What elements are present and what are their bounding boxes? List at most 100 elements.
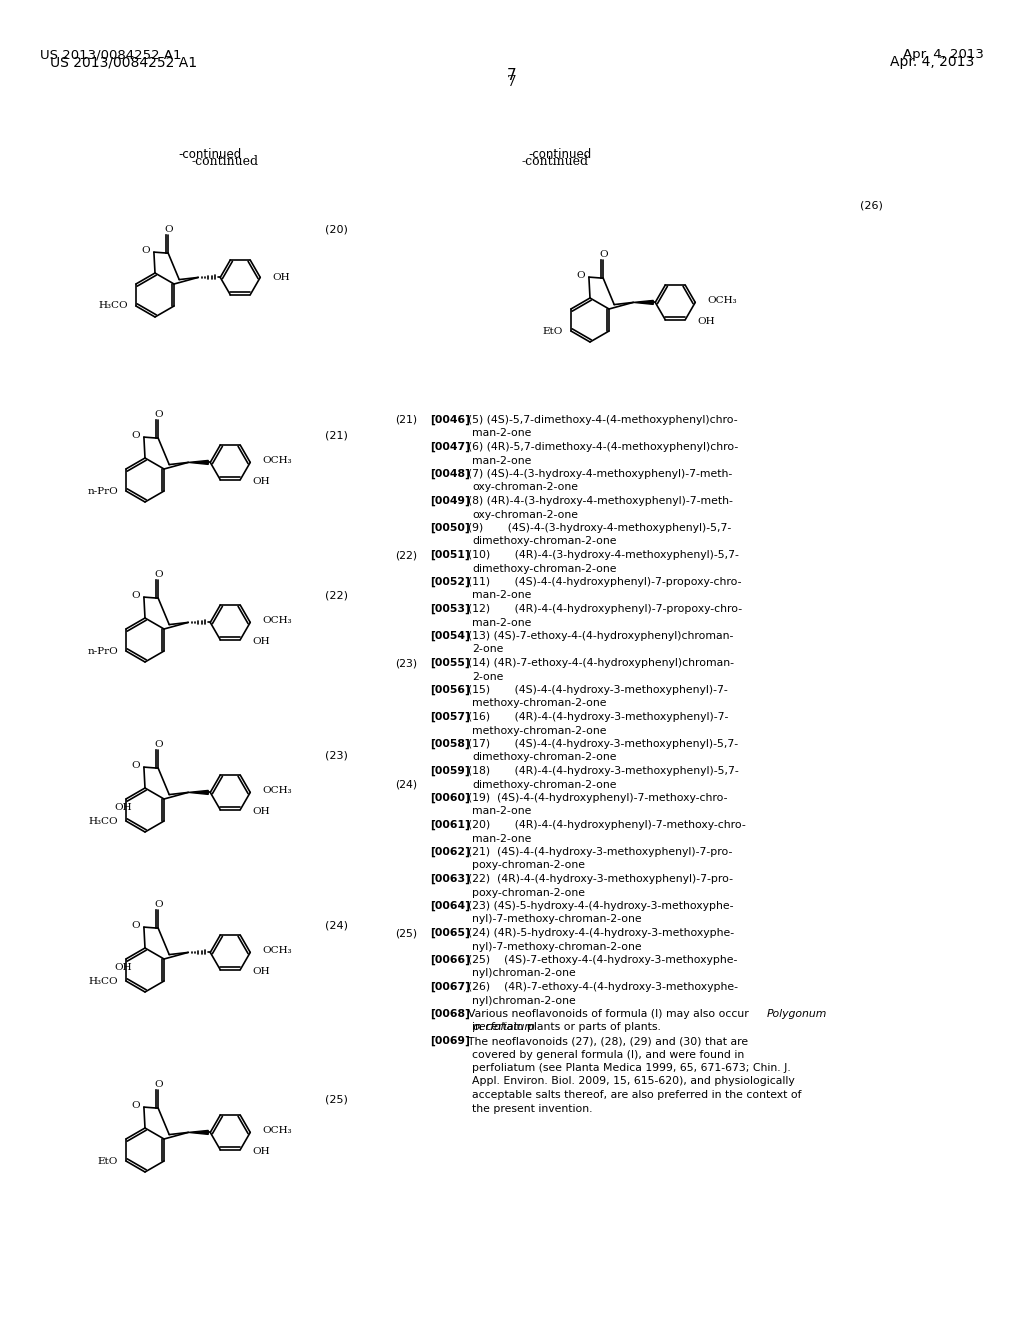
Text: [0048]: [0048] <box>430 469 470 479</box>
Text: [0046]: [0046] <box>430 414 470 425</box>
Text: (25)    (4S)-7-ethoxy-4-(4-hydroxy-3-methoxyphe-: (25) (4S)-7-ethoxy-4-(4-hydroxy-3-methox… <box>461 954 737 965</box>
Text: poxy-chroman-2-one: poxy-chroman-2-one <box>472 861 585 870</box>
Text: (24): (24) <box>325 920 348 931</box>
Text: (13) (4S)-7-ethoxy-4-(4-hydroxyphenyl)chroman-: (13) (4S)-7-ethoxy-4-(4-hydroxyphenyl)ch… <box>461 631 733 642</box>
Text: (10)       (4R)-4-(3-hydroxy-4-methoxyphenyl)-5,7-: (10) (4R)-4-(3-hydroxy-4-methoxyphenyl)-… <box>461 550 739 560</box>
Text: Apr. 4, 2013: Apr. 4, 2013 <box>903 48 984 61</box>
Text: dimethoxy-chroman-2-one: dimethoxy-chroman-2-one <box>472 536 616 546</box>
Text: EtO: EtO <box>97 1156 118 1166</box>
Text: perfoliatum: perfoliatum <box>472 1023 535 1032</box>
Text: O: O <box>154 409 163 418</box>
Text: OH: OH <box>252 638 270 647</box>
Text: O: O <box>154 570 163 578</box>
Text: (24) (4R)-5-hydroxy-4-(4-hydroxy-3-methoxyphe-: (24) (4R)-5-hydroxy-4-(4-hydroxy-3-metho… <box>461 928 734 939</box>
Text: O: O <box>132 590 140 599</box>
Text: (11)       (4S)-4-(4-hydroxyphenyl)-7-propoxy-chro-: (11) (4S)-4-(4-hydroxyphenyl)-7-propoxy-… <box>461 577 741 587</box>
Text: covered by general formula (I), and were found in: covered by general formula (I), and were… <box>472 1049 748 1060</box>
Text: 2-one: 2-one <box>472 644 504 655</box>
Text: -continued: -continued <box>521 154 589 168</box>
Text: man-2-one: man-2-one <box>472 590 531 601</box>
Text: man-2-one: man-2-one <box>472 807 531 817</box>
Text: OCH₃: OCH₃ <box>262 946 292 954</box>
Text: H₃CO: H₃CO <box>88 977 118 986</box>
Text: O: O <box>132 760 140 770</box>
Text: O: O <box>132 430 140 440</box>
Text: Various neoflavonoids of formula (I) may also occur: Various neoflavonoids of formula (I) may… <box>461 1008 749 1019</box>
Text: 7: 7 <box>507 69 517 83</box>
Text: [0064]: [0064] <box>430 902 470 911</box>
Text: OCH₃: OCH₃ <box>262 616 292 624</box>
Text: (23): (23) <box>325 750 348 760</box>
Text: man-2-one: man-2-one <box>472 429 531 438</box>
Text: Appl. Environ. Biol. 2009, 15, 615-620), and physiologically: Appl. Environ. Biol. 2009, 15, 615-620),… <box>472 1077 795 1086</box>
Text: (5) (4S)-5,7-dimethoxy-4-(4-methoxyphenyl)chro-: (5) (4S)-5,7-dimethoxy-4-(4-methoxypheny… <box>461 414 738 425</box>
Polygon shape <box>188 1130 208 1134</box>
Text: (19)  (4S)-4-(4-hydroxyphenyl)-7-methoxy-chro-: (19) (4S)-4-(4-hydroxyphenyl)-7-methoxy-… <box>461 793 728 803</box>
Text: (8) (4R)-4-(3-hydroxy-4-methoxyphenyl)-7-meth-: (8) (4R)-4-(3-hydroxy-4-methoxyphenyl)-7… <box>461 496 733 506</box>
Text: dimethoxy-chroman-2-one: dimethoxy-chroman-2-one <box>472 564 616 573</box>
Text: OH: OH <box>252 808 270 816</box>
Polygon shape <box>188 461 208 465</box>
Text: (26): (26) <box>860 201 883 210</box>
Text: [0052]: [0052] <box>430 577 470 587</box>
Text: [0058]: [0058] <box>430 739 470 750</box>
Text: OH: OH <box>252 968 270 977</box>
Text: The neoflavonoids (27), (28), (29) and (30) that are: The neoflavonoids (27), (28), (29) and (… <box>461 1036 749 1045</box>
Text: -continued: -continued <box>178 148 242 161</box>
Text: [0056]: [0056] <box>430 685 470 696</box>
Text: 2-one: 2-one <box>472 672 504 681</box>
Text: (23) (4S)-5-hydroxy-4-(4-hydroxy-3-methoxyphe-: (23) (4S)-5-hydroxy-4-(4-hydroxy-3-metho… <box>461 902 734 911</box>
Text: OH: OH <box>114 803 132 812</box>
Text: oxy-chroman-2-one: oxy-chroman-2-one <box>472 483 578 492</box>
Text: Apr. 4, 2013: Apr. 4, 2013 <box>890 55 974 69</box>
Text: man-2-one: man-2-one <box>472 618 531 627</box>
Polygon shape <box>633 301 653 305</box>
Text: [0066]: [0066] <box>430 954 470 965</box>
Polygon shape <box>188 791 208 795</box>
Text: OH: OH <box>114 962 132 972</box>
Text: n-PrO: n-PrO <box>87 487 118 495</box>
Text: [0051]: [0051] <box>430 550 470 560</box>
Text: [0055]: [0055] <box>430 657 470 668</box>
Text: [0061]: [0061] <box>430 820 470 830</box>
Text: [0063]: [0063] <box>430 874 470 884</box>
Text: (18)       (4R)-4-(4-hydroxy-3-methoxyphenyl)-5,7-: (18) (4R)-4-(4-hydroxy-3-methoxyphenyl)-… <box>461 766 739 776</box>
Text: [0068]: [0068] <box>430 1008 470 1019</box>
Text: OH: OH <box>252 1147 270 1156</box>
Text: O: O <box>132 920 140 929</box>
Text: US 2013/0084252 A1: US 2013/0084252 A1 <box>40 48 181 61</box>
Text: (12)       (4R)-4-(4-hydroxyphenyl)-7-propoxy-chro-: (12) (4R)-4-(4-hydroxyphenyl)-7-propoxy-… <box>461 605 742 614</box>
Text: (17)       (4S)-4-(4-hydroxy-3-methoxyphenyl)-5,7-: (17) (4S)-4-(4-hydroxy-3-methoxyphenyl)-… <box>461 739 738 748</box>
Text: in certain plants or parts of plants.: in certain plants or parts of plants. <box>472 1023 660 1032</box>
Text: [0057]: [0057] <box>430 711 470 722</box>
Text: H₃CO: H₃CO <box>88 817 118 825</box>
Text: dimethoxy-chroman-2-one: dimethoxy-chroman-2-one <box>472 752 616 763</box>
Text: O: O <box>599 249 607 259</box>
Text: Polygonum: Polygonum <box>767 1008 827 1019</box>
Text: O: O <box>154 1080 163 1089</box>
Text: -continued: -continued <box>191 154 259 168</box>
Text: O: O <box>141 246 151 255</box>
Text: O: O <box>164 224 172 234</box>
Text: O: O <box>132 1101 140 1110</box>
Text: nyl)-7-methoxy-chroman-2-one: nyl)-7-methoxy-chroman-2-one <box>472 941 642 952</box>
Text: H₃CO: H₃CO <box>98 301 128 310</box>
Text: (25): (25) <box>325 1096 348 1105</box>
Text: [0067]: [0067] <box>430 982 470 993</box>
Text: methoxy-chroman-2-one: methoxy-chroman-2-one <box>472 726 606 735</box>
Text: poxy-chroman-2-one: poxy-chroman-2-one <box>472 887 585 898</box>
Text: (9)       (4S)-4-(3-hydroxy-4-methoxyphenyl)-5,7-: (9) (4S)-4-(3-hydroxy-4-methoxyphenyl)-5… <box>461 523 731 533</box>
Text: (22): (22) <box>325 590 348 601</box>
Text: [0060]: [0060] <box>430 793 470 804</box>
Text: acceptable salts thereof, are also preferred in the context of: acceptable salts thereof, are also prefe… <box>472 1090 802 1100</box>
Text: (7) (4S)-4-(3-hydroxy-4-methoxyphenyl)-7-meth-: (7) (4S)-4-(3-hydroxy-4-methoxyphenyl)-7… <box>461 469 732 479</box>
Text: man-2-one: man-2-one <box>472 455 531 466</box>
Text: O: O <box>577 271 585 280</box>
Text: EtO: EtO <box>543 326 563 335</box>
Text: (16)       (4R)-4-(4-hydroxy-3-methoxyphenyl)-7-: (16) (4R)-4-(4-hydroxy-3-methoxyphenyl)-… <box>461 711 728 722</box>
Text: (21)  (4S)-4-(4-hydroxy-3-methoxyphenyl)-7-pro-: (21) (4S)-4-(4-hydroxy-3-methoxyphenyl)-… <box>461 847 732 857</box>
Text: OCH₃: OCH₃ <box>262 455 292 465</box>
Text: dimethoxy-chroman-2-one: dimethoxy-chroman-2-one <box>472 780 616 789</box>
Text: (26)    (4R)-7-ethoxy-4-(4-hydroxy-3-methoxyphe-: (26) (4R)-7-ethoxy-4-(4-hydroxy-3-methox… <box>461 982 738 993</box>
Text: OCH₃: OCH₃ <box>708 296 737 305</box>
